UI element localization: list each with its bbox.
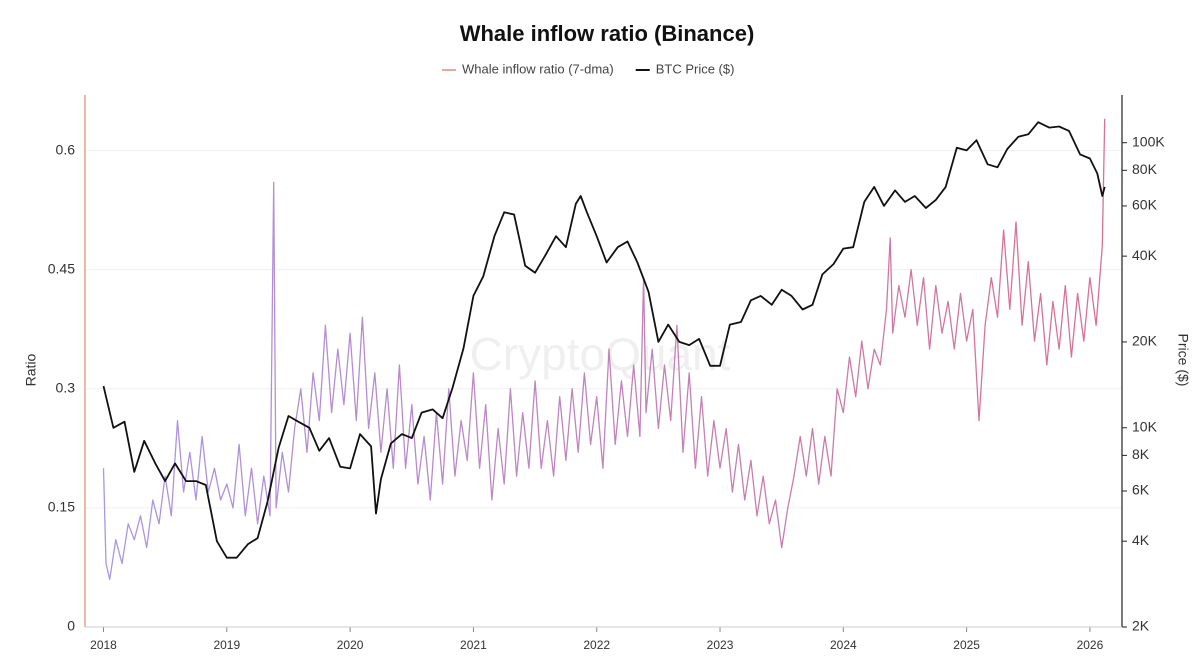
y2-tick-label: 4K [1132,532,1150,548]
y2-tick-label: 60K [1132,197,1158,213]
y2-tick-label: 40K [1132,247,1158,263]
y2-tick-label: 80K [1132,161,1158,177]
y-tick-label: 0.45 [48,260,75,276]
y-tick-label: 0.6 [56,141,76,157]
x-tick-label: 2021 [460,638,487,652]
x-tick-label: 2023 [707,638,734,652]
x-tick-label: 2019 [213,638,240,652]
legend-label: Whale inflow ratio (7-dma) [462,61,614,76]
y-axis-label: Ratio [23,353,39,386]
watermark: CryptoQuant [470,328,731,380]
legend-label: BTC Price ($) [656,61,735,76]
y-tick-label: 0.15 [48,499,75,515]
chart-title: Whale inflow ratio (Binance) [460,21,755,46]
y2-tick-label: 6K [1132,482,1150,498]
y2-tick-label: 100K [1132,133,1165,149]
series-line [102,121,1106,559]
y2-tick-label: 10K [1132,418,1158,434]
y-tick-label: 0.3 [56,379,76,395]
y2-axis-label: Price ($) [1175,334,1191,387]
x-tick-label: 2020 [337,638,364,652]
y2-tick-label: 8K [1132,446,1150,462]
x-tick-label: 2025 [953,638,980,652]
x-tick-label: 2018 [90,638,117,652]
y2-tick-label: 20K [1132,333,1158,349]
x-tick-label: 2022 [583,638,610,652]
x-tick-label: 2026 [1077,638,1104,652]
y2-tick-label: 2K [1132,618,1150,634]
series-line [102,118,1106,581]
y-tick-label: 0 [67,618,75,634]
x-tick-label: 2024 [830,638,857,652]
